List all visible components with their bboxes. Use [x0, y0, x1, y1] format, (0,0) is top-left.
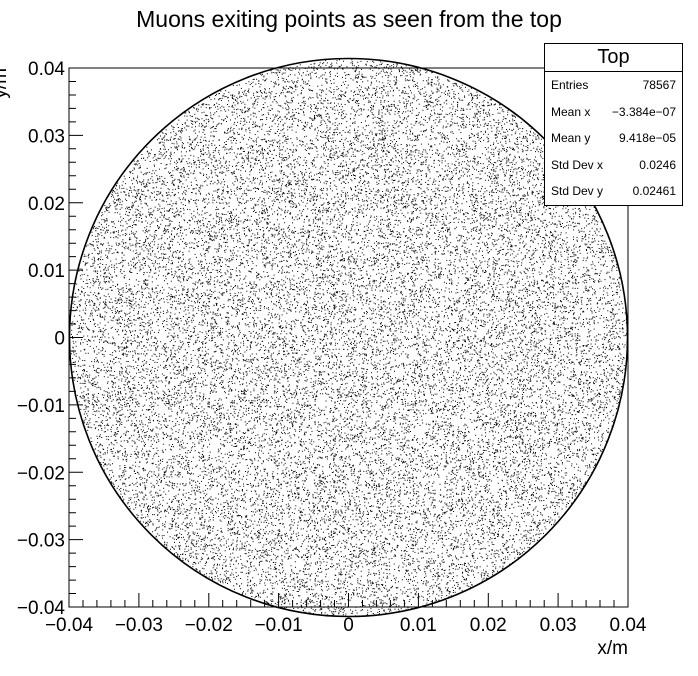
stats-box: Top Entries 78567 Mean x −3.384e−07 Mean…: [544, 43, 683, 206]
stats-row: Mean y 9.418e−05: [545, 125, 682, 152]
x-tick-label: −0.01: [255, 615, 303, 636]
x-tick-label: 0.04: [610, 615, 647, 636]
y-tick-label: −0.04: [17, 598, 66, 619]
y-tick-label: 0.02: [28, 194, 65, 215]
stats-row: Std Dev x 0.0246: [545, 152, 682, 179]
x-tick-label: −0.02: [185, 615, 233, 636]
chart-title: Muons exiting points as seen from the to…: [136, 6, 562, 32]
stats-value: 78567: [642, 78, 676, 93]
x-tick-label: 0.01: [400, 615, 437, 636]
axis-ticks: [68, 67, 629, 608]
y-tick-label: 0.03: [28, 126, 65, 147]
stats-row: Mean x −3.384e−07: [545, 99, 682, 126]
stats-label: Entries: [551, 78, 589, 93]
tick-marks: [68, 67, 629, 608]
y-tick-label: −0.02: [17, 463, 65, 484]
x-axis-tick-labels: −0.04 −0.03 −0.02 −0.01 0 0.01 0.02 0.03 0.04: [45, 615, 647, 636]
stats-label: Std Dev y: [551, 184, 604, 199]
x-tick-label: −0.04: [45, 615, 94, 636]
stats-value: 0.0246: [639, 157, 676, 172]
x-axis-title: x/m: [597, 638, 628, 659]
y-axis-tick-labels: −0.04 −0.03 −0.02 −0.01 0 0.01 0.02 0.03 0.04: [17, 59, 66, 619]
stats-row: Std Dev y 0.02461: [545, 178, 682, 205]
stats-value: 9.418e−05: [618, 131, 676, 146]
stats-label: Mean x: [551, 104, 591, 119]
stats-row: Entries 78567: [545, 72, 682, 99]
x-tick-label: 0: [343, 615, 354, 636]
x-tick-label: 0.03: [540, 615, 577, 636]
x-tick-label: −0.03: [115, 615, 163, 636]
stats-label: Std Dev x: [551, 157, 604, 172]
stats-value: 0.02461: [632, 184, 676, 199]
y-tick-label: −0.01: [17, 396, 65, 417]
y-tick-label: 0.04: [28, 59, 65, 80]
x-tick-label: 0.02: [470, 615, 507, 636]
y-tick-label: 0.01: [28, 261, 65, 282]
stats-label: Mean y: [551, 131, 591, 146]
y-axis-title: y/m: [0, 68, 11, 99]
stats-box-title: Top: [545, 44, 682, 72]
stats-value: −3.384e−07: [611, 104, 676, 119]
y-tick-label: 0: [54, 329, 65, 350]
y-tick-label: −0.03: [17, 531, 65, 552]
